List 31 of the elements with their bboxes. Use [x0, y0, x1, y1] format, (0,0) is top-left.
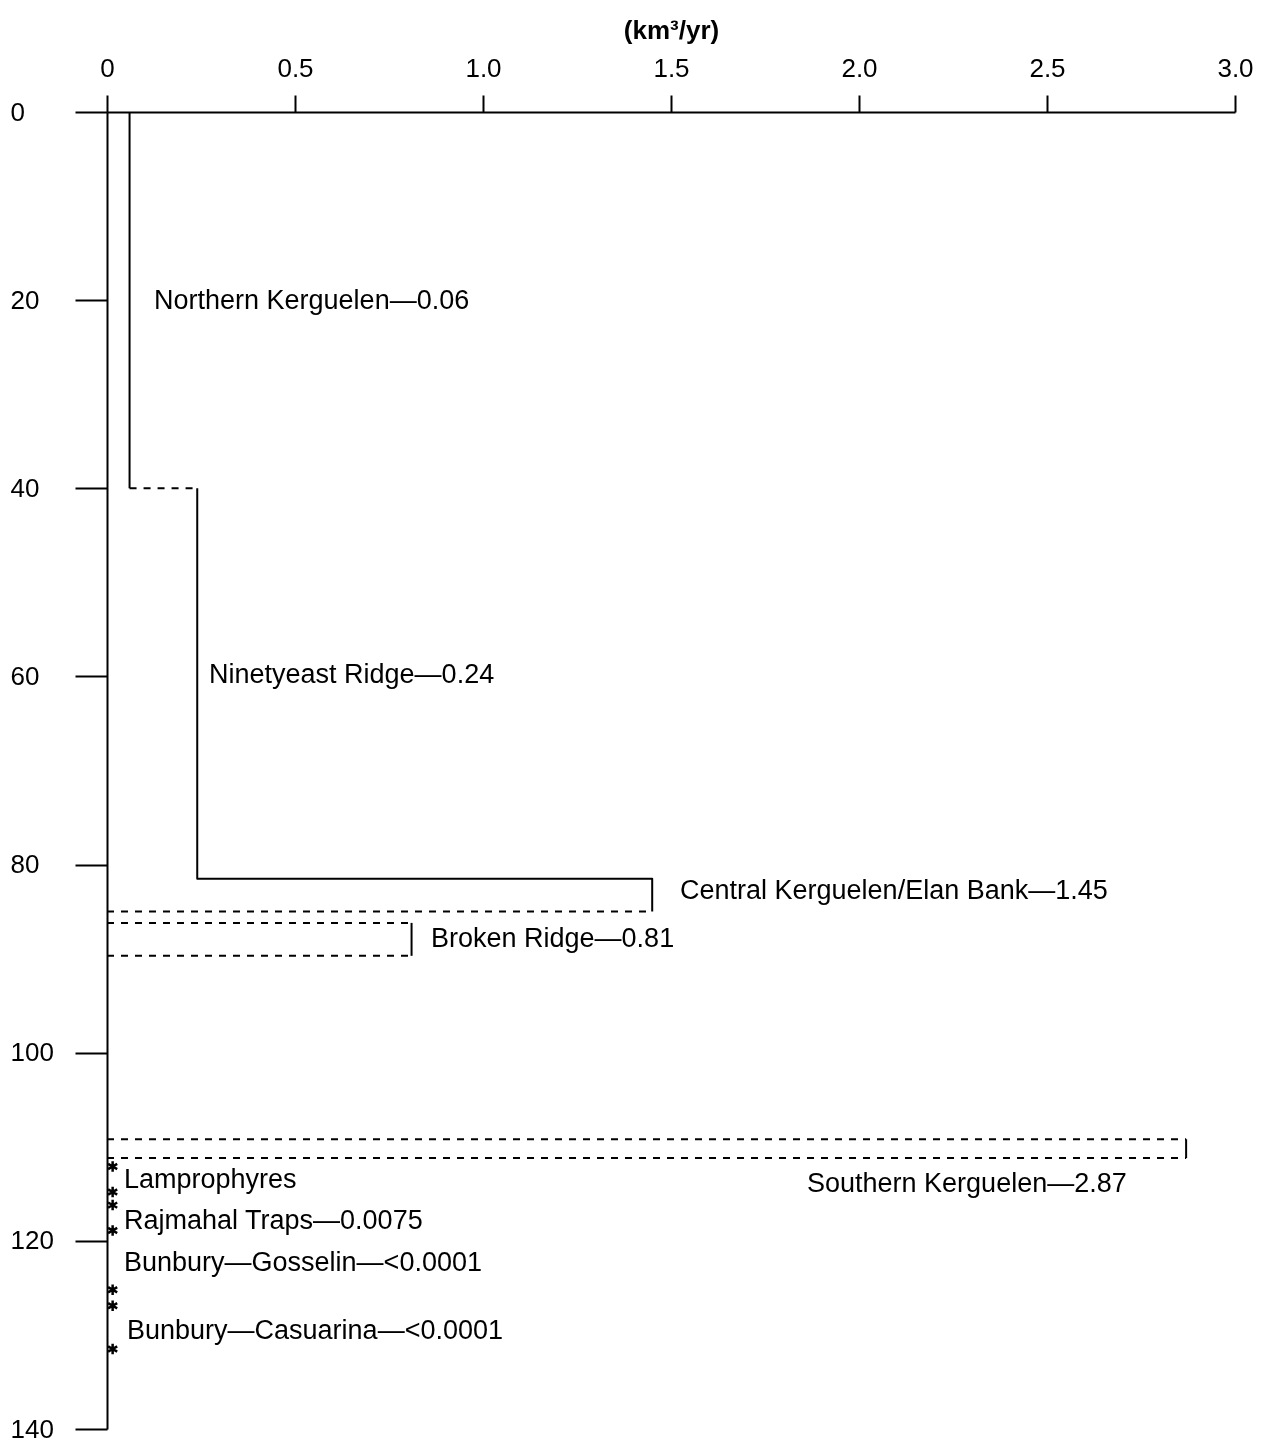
x-tick-label: 1.5 — [653, 52, 690, 83]
annotation: Central Kerguelen/Elan Bank—1.45 — [680, 875, 1108, 905]
y-tick-label: 120 — [10, 1225, 54, 1256]
y-tick-label: 100 — [10, 1037, 54, 1068]
x-axis-title: (km³/yr) — [623, 14, 720, 45]
x-tick-label: 0 — [100, 52, 115, 83]
annotation: Bunbury—Gosselin—<0.0001 — [124, 1247, 482, 1277]
y-tick-label: 20 — [10, 284, 40, 315]
point — [106, 1198, 119, 1212]
point — [106, 1283, 119, 1297]
annotation: Broken Ridge—0.81 — [431, 923, 675, 953]
x-tick-label: 2.0 — [841, 52, 878, 83]
point — [106, 1160, 119, 1174]
annotation: Northern Kerguelen—0.06 — [154, 285, 470, 315]
annotation: Rajmahal Traps—0.0075 — [124, 1205, 423, 1235]
x-tick-label: 1.0 — [465, 52, 502, 83]
y-tick-label: 60 — [10, 660, 40, 691]
y-tick-label: 80 — [10, 849, 40, 880]
y-tick-label: 40 — [10, 472, 40, 503]
y-tick-label: 140 — [10, 1413, 54, 1438]
point — [106, 1299, 119, 1313]
point — [106, 1342, 119, 1356]
annotation: Lamprophyres — [124, 1164, 297, 1194]
point — [106, 1185, 119, 1199]
annotation: Southern Kerguelen—2.87 — [807, 1168, 1127, 1198]
y-tick-label: 0 — [10, 96, 25, 127]
x-tick-label: 0.5 — [277, 52, 314, 83]
x-tick-label: 3.0 — [1217, 52, 1254, 83]
x-tick-label: 2.5 — [1029, 52, 1066, 83]
annotation: Ninetyeast Ridge—0.24 — [209, 659, 495, 689]
annotation: Bunbury—Casuarina—<0.0001 — [127, 1315, 503, 1345]
